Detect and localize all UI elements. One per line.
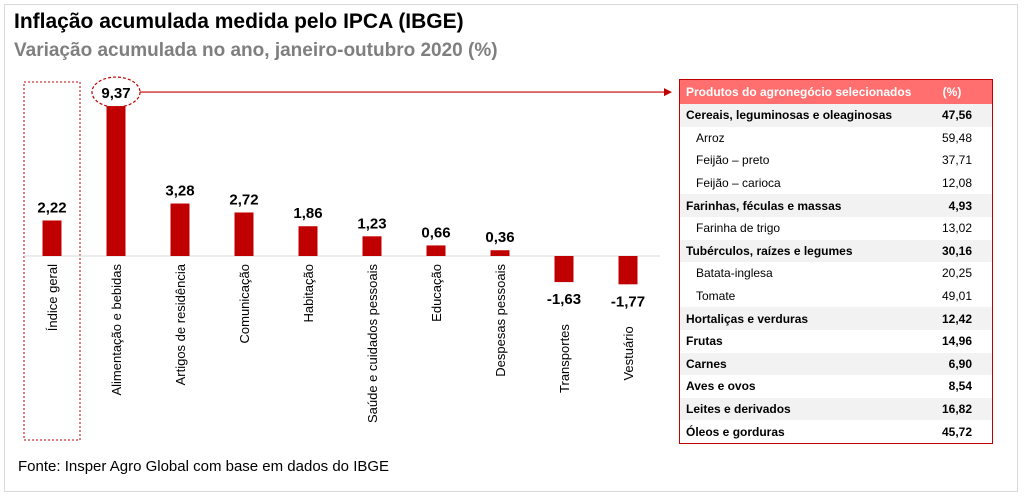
table-cell-value: 16,82 — [912, 402, 992, 416]
table-cell-label: Frutas — [680, 334, 912, 348]
bar — [491, 250, 510, 256]
bar-value-label: 9,37 — [101, 85, 130, 102]
table-row: Tomate 49,01 — [680, 285, 992, 308]
bar-value-label: 1,23 — [357, 215, 386, 232]
table-row: Cereais, leguminosas e oleaginosas 47,56 — [680, 104, 992, 127]
table-cell-label: Arroz — [680, 131, 912, 145]
category-tick-label: Despesas pessoais — [493, 264, 508, 377]
table-header-value: (%) — [922, 85, 992, 99]
table-cell-value: 12,42 — [912, 312, 992, 326]
table-cell-value: 8,54 — [912, 379, 992, 393]
table-row: Tubérculos, raízes e legumes 30,16 — [680, 240, 992, 263]
category-tick-label: Índice geral — [45, 264, 60, 331]
bar — [555, 256, 574, 282]
highlight-arrow-head — [664, 88, 672, 96]
table-cell-label: Óleos e gorduras — [680, 425, 912, 439]
bar — [107, 106, 126, 256]
table-cell-label: Feijão – carioca — [680, 176, 912, 190]
table-header-label: Produtos do agronegócio selecionados — [680, 85, 922, 99]
highlight-box-indice-geral — [24, 82, 80, 440]
table-cell-value: 20,25 — [912, 266, 992, 280]
table-cell-label: Batata-inglesa — [680, 266, 912, 280]
table-cell-value: 37,71 — [912, 153, 992, 167]
table-row: Feijão – preto 37,71 — [680, 149, 992, 172]
table-cell-label: Tomate — [680, 289, 912, 303]
table-cell-value: 14,96 — [912, 334, 992, 348]
agro-products-table: Produtos do agronegócio selecionados (%)… — [679, 79, 993, 444]
table-cell-label: Hortaliças e verduras — [680, 312, 912, 326]
bar-value-label: 1,86 — [293, 205, 322, 222]
bar-value-label: 2,72 — [229, 191, 258, 208]
bar-value-label: -1,77 — [611, 293, 645, 310]
table-row: Batata-inglesa 20,25 — [680, 262, 992, 285]
table-cell-value: 30,16 — [912, 244, 992, 258]
bar-value-label: 3,28 — [165, 183, 194, 200]
table-cell-value: 6,90 — [912, 357, 992, 371]
table-cell-label: Tubérculos, raízes e legumes — [680, 244, 912, 258]
table-row: Hortaliças e verduras 12,42 — [680, 307, 992, 330]
table-row: Farinhas, féculas e massas 4,93 — [680, 194, 992, 217]
table-cell-label: Farinhas, féculas e massas — [680, 199, 912, 213]
bar-value-label: 0,36 — [485, 229, 514, 246]
table-cell-value: 12,08 — [912, 176, 992, 190]
bar-value-label: 2,22 — [37, 199, 66, 216]
category-tick-label: Artigos de residência — [173, 263, 188, 385]
category-tick-label: Vestuário — [621, 326, 636, 380]
bar-value-label: -1,63 — [547, 291, 581, 308]
bar — [363, 236, 382, 256]
bar-chart: 2,22 Índice geral 9,37 Alimentação e bebida… — [0, 0, 680, 460]
table-row: Leites e derivados 16,82 — [680, 398, 992, 421]
table-cell-label: Cereais, leguminosas e oleaginosas — [680, 108, 912, 122]
table-cell-label: Carnes — [680, 357, 912, 371]
category-tick-label: Saúde e cuidados pessoais — [365, 264, 380, 424]
category-tick-label: Alimentação e bebidas — [109, 264, 124, 396]
table-row: Feijão – carioca 12,08 — [680, 172, 992, 195]
table-cell-value: 13,02 — [912, 221, 992, 235]
table-cell-label: Aves e ovos — [680, 379, 912, 393]
table-row: Arroz 59,48 — [680, 127, 992, 150]
table-header: Produtos do agronegócio selecionados (%) — [680, 80, 992, 104]
table-cell-value: 47,56 — [912, 108, 992, 122]
bar — [619, 256, 638, 284]
bar — [171, 204, 190, 256]
table-row: Farinha de trigo 13,02 — [680, 217, 992, 240]
bar — [235, 212, 254, 256]
table-cell-label: Leites e derivados — [680, 402, 912, 416]
bar — [43, 220, 62, 256]
table-row: Carnes 6,90 — [680, 353, 992, 376]
bar — [299, 226, 318, 256]
table-cell-value: 45,72 — [912, 425, 992, 439]
source-note: Fonte: Insper Agro Global com base em da… — [18, 458, 389, 475]
table-cell-label: Feijão – preto — [680, 153, 912, 167]
table-row: Óleos e gorduras 45,72 — [680, 420, 992, 443]
table-row: Aves e ovos 8,54 — [680, 375, 992, 398]
bar — [427, 245, 446, 256]
bar-value-label: 0,66 — [421, 224, 450, 241]
table-cell-value: 59,48 — [912, 131, 992, 145]
table-row: Frutas 14,96 — [680, 330, 992, 353]
table-cell-value: 49,01 — [912, 289, 992, 303]
category-tick-label: Transportes — [557, 324, 572, 393]
category-tick-label: Educação — [429, 264, 444, 322]
table-cell-label: Farinha de trigo — [680, 221, 912, 235]
category-tick-label: Habitação — [301, 264, 316, 323]
table-cell-value: 4,93 — [912, 199, 992, 213]
category-tick-label: Comunicação — [237, 264, 252, 344]
